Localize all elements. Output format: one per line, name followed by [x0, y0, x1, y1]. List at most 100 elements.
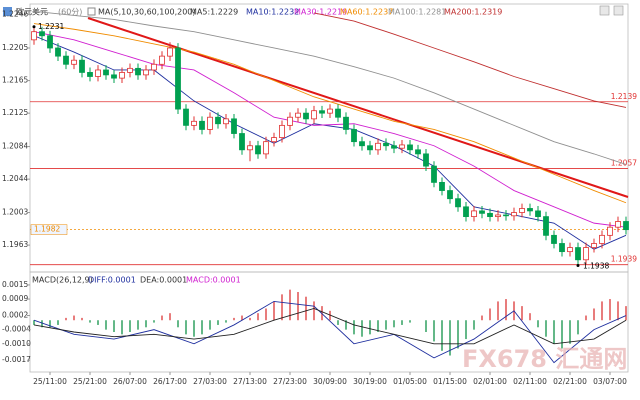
candle-body: [335, 108, 341, 118]
y-tick-label: 1.2246: [2, 10, 28, 19]
symbol-title: 欧元美元: [16, 7, 48, 17]
tool-icon[interactable]: [613, 5, 624, 16]
low-label: 1.1938: [583, 261, 609, 270]
line-series: [33, 307, 627, 345]
x-tick-label: 30/19:00: [353, 377, 387, 386]
ma-indicator: MA(5,10,30,60,100,200): [98, 8, 196, 17]
candle-body: [583, 247, 589, 261]
y-tick-label: -0.0010: [2, 339, 31, 348]
line-series: [33, 23, 627, 204]
y-tick-label: 1.2125: [2, 108, 28, 117]
level-label: 1.2057: [611, 159, 637, 168]
candle-body: [223, 118, 229, 125]
x-tick-label: 26/17:00: [153, 377, 187, 386]
candle-body: [383, 142, 389, 147]
x-tick-label: 27/23:00: [273, 377, 307, 386]
candle-body: [79, 59, 85, 73]
readout: MA100:1.2281: [388, 8, 446, 17]
candle-body: [415, 149, 421, 155]
line-series: [33, 300, 627, 364]
candle-body: [199, 120, 205, 130]
y-tick-label: 1.1963: [2, 240, 28, 249]
ma-icon: [87, 7, 96, 16]
candle-body: [167, 47, 173, 57]
level-label: 1.2139: [611, 92, 637, 101]
candle-body: [431, 165, 437, 183]
candle-body: [487, 212, 493, 218]
candle-body: [343, 116, 349, 130]
candle-body: [591, 243, 597, 248]
x-tick-label: 30/09:00: [313, 377, 347, 386]
readout: MA60:1.2237: [340, 8, 393, 17]
candle-body: [447, 190, 453, 200]
watermark: FX678 汇通网: [462, 345, 627, 373]
y-tick-label: 0.0002: [2, 311, 28, 320]
candle-body: [191, 120, 197, 126]
candle-body: [255, 145, 261, 155]
y-tick-label: -0.0004: [2, 325, 31, 334]
candle-body: [119, 72, 125, 79]
candle-body: [151, 63, 157, 71]
candle-body: [519, 208, 525, 213]
candle-body: [503, 214, 509, 217]
candle-body: [327, 108, 333, 114]
candle-body: [31, 31, 37, 41]
line-series: [33, 10, 627, 165]
candle-body: [103, 69, 109, 76]
candle-body: [279, 124, 285, 138]
y-tick-label: 1.2084: [2, 142, 28, 151]
candle-body: [511, 212, 517, 217]
x-tick-label: 01/15:00: [433, 377, 467, 386]
candle-body: [391, 145, 397, 149]
candle-body: [303, 112, 309, 120]
line-series: [33, 35, 627, 250]
candle-body: [111, 74, 117, 79]
candle-body: [559, 243, 565, 253]
candle-body: [623, 221, 629, 231]
readout: DIFF:0.0001: [88, 276, 136, 285]
last-price-label: 1.1982: [34, 225, 60, 234]
low-dot: [576, 263, 580, 267]
candle-body: [271, 137, 277, 143]
x-tick-label: 25/21:00: [73, 377, 107, 386]
candle-body: [263, 141, 269, 155]
candle-body: [479, 210, 485, 214]
candle-body: [159, 55, 165, 65]
x-tick-label: 25/11:00: [33, 377, 67, 386]
candle-body: [407, 144, 413, 151]
level-label: 1.1939: [611, 255, 637, 264]
readout: MA10:1.2232: [246, 8, 299, 17]
x-tick-label: 03/07:00: [593, 377, 627, 386]
candle-body: [39, 31, 45, 37]
candle-body: [575, 247, 581, 261]
candle-body: [295, 112, 301, 118]
tool-icon[interactable]: [599, 5, 610, 16]
candle-body: [471, 210, 477, 218]
readout: MA5:1.2229: [190, 8, 238, 17]
candle-body: [375, 142, 381, 151]
last-price-box: [30, 224, 68, 235]
candle-body: [239, 133, 245, 151]
x-tick-label: 02/11:00: [513, 377, 547, 386]
candle-body: [231, 118, 237, 134]
readout: MACD:0.0001: [186, 276, 241, 285]
candle-body: [439, 181, 445, 191]
y-tick-label: 1.2205: [2, 43, 28, 52]
macd-frame: [29, 271, 629, 373]
candle-body: [399, 144, 405, 149]
x-tick-label: 01/05:00: [393, 377, 427, 386]
y-tick-label: 0.0009: [2, 294, 28, 303]
candle-body: [599, 234, 605, 244]
candle-body: [47, 35, 53, 49]
readout: DEA:0.0001: [140, 276, 187, 285]
candle-body: [359, 141, 365, 147]
candle-body: [423, 153, 429, 167]
candle-body: [63, 55, 69, 65]
candle-body: [143, 69, 149, 76]
candle-body: [551, 234, 557, 244]
symbol-period: (60分): [58, 8, 82, 17]
candle-body: [175, 47, 181, 110]
candle-body: [543, 216, 549, 236]
